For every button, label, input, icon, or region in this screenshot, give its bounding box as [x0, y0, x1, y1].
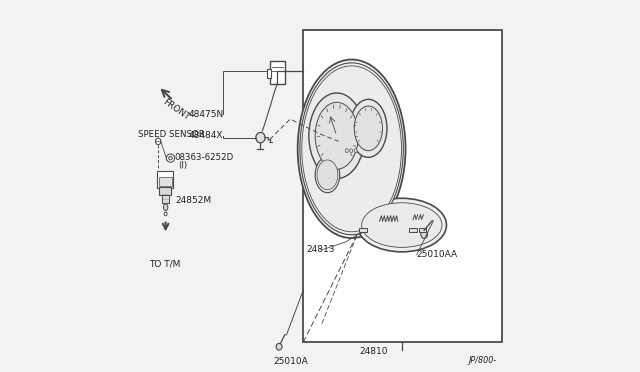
Bar: [267, 69, 271, 78]
Ellipse shape: [276, 343, 282, 350]
Text: 48484X: 48484X: [189, 131, 223, 140]
Ellipse shape: [168, 156, 172, 160]
Ellipse shape: [164, 212, 167, 216]
Text: 25010AA: 25010AA: [417, 250, 458, 259]
Bar: [270, 61, 285, 84]
Bar: [359, 228, 367, 232]
Text: TO T/M: TO T/M: [149, 260, 180, 269]
Text: FRONT: FRONT: [161, 97, 191, 122]
Text: SPEED SENSOR: SPEED SENSOR: [138, 130, 204, 139]
Ellipse shape: [346, 149, 348, 153]
Bar: [162, 195, 168, 203]
Text: 24852M: 24852M: [175, 196, 212, 205]
Text: 24813: 24813: [306, 245, 335, 254]
Ellipse shape: [354, 149, 357, 153]
Ellipse shape: [163, 204, 168, 211]
Bar: [159, 177, 172, 186]
Ellipse shape: [309, 93, 365, 179]
Ellipse shape: [354, 106, 383, 151]
Bar: [419, 228, 426, 232]
Bar: [303, 30, 502, 342]
Text: (I): (I): [178, 161, 187, 170]
Ellipse shape: [315, 157, 340, 193]
Ellipse shape: [349, 149, 353, 153]
Bar: [410, 228, 417, 232]
Ellipse shape: [315, 102, 358, 169]
Text: 25010A: 25010A: [273, 357, 308, 366]
Ellipse shape: [317, 160, 338, 190]
Ellipse shape: [298, 60, 406, 238]
Ellipse shape: [300, 63, 403, 235]
Ellipse shape: [362, 203, 442, 247]
Bar: [159, 187, 172, 195]
Ellipse shape: [256, 132, 265, 143]
Ellipse shape: [357, 198, 447, 252]
Ellipse shape: [349, 99, 387, 157]
Ellipse shape: [421, 230, 428, 238]
Bar: [157, 171, 173, 188]
Text: 24810: 24810: [359, 347, 388, 356]
Ellipse shape: [166, 154, 175, 162]
Text: JP/800-: JP/800-: [468, 356, 497, 365]
Text: 48475N: 48475N: [189, 110, 224, 119]
Ellipse shape: [302, 66, 401, 232]
Ellipse shape: [156, 138, 161, 145]
Text: 08363-6252D: 08363-6252D: [174, 153, 234, 162]
